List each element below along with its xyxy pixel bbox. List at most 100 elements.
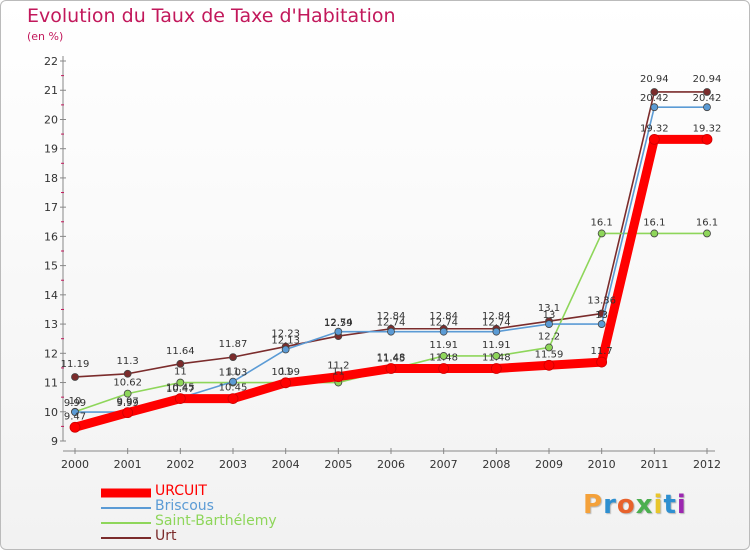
data-label: 12.84: [377, 311, 406, 322]
data-label: 12.13: [271, 336, 300, 347]
data-label: 9.97: [117, 397, 139, 408]
data-label: 10.62: [113, 378, 142, 389]
data-label: 11: [227, 367, 240, 378]
legend-label-saint-barthelemy: Saint-Barthélemy: [155, 513, 277, 529]
data-point: [492, 327, 501, 336]
data-label: 11.87: [219, 339, 248, 350]
x-tick-label: 2004: [272, 458, 300, 471]
logo-letter: i: [653, 490, 664, 520]
data-point: [703, 229, 711, 238]
unit-label: (en %): [27, 30, 64, 43]
data-label: 11.48: [429, 353, 458, 364]
x-tick-label: 2010: [588, 458, 616, 471]
data-label: 12.2: [538, 331, 560, 342]
x-tick-label: 2003: [219, 458, 247, 471]
data-label: 12.74: [377, 318, 406, 329]
data-label: 12.74: [429, 318, 458, 329]
y-tick-label: 17: [44, 201, 58, 214]
data-label: 11.7: [591, 346, 613, 357]
data-point: [545, 320, 553, 328]
data-label: 16.1: [643, 217, 665, 228]
x-tick-label: 2002: [166, 458, 194, 471]
data-label: 11.91: [482, 340, 511, 351]
data-label: 11.59: [535, 349, 564, 360]
data-label: 12.84: [429, 311, 458, 322]
y-tick-label: 11: [44, 377, 58, 390]
data-label: 13: [595, 310, 608, 321]
data-point: [176, 378, 185, 387]
data-label: 9.99: [117, 398, 139, 409]
data-point: [123, 389, 132, 398]
y-tick-label: 9: [51, 435, 58, 448]
y-tick-label: 13: [44, 318, 58, 331]
x-tick-label: 2005: [324, 458, 352, 471]
data-point: [71, 373, 79, 381]
data-point: [122, 407, 134, 419]
data-label: 11.2: [327, 361, 349, 372]
data-point: [385, 363, 397, 374]
data-point: [281, 345, 290, 354]
data-label: 10.99: [271, 367, 300, 378]
data-label: 13.1: [538, 303, 560, 314]
logo-letter: P: [583, 490, 604, 520]
data-label: 12.74: [324, 318, 353, 329]
data-point: [596, 356, 608, 368]
data-point: [227, 393, 239, 405]
data-label: 16.1: [591, 217, 613, 228]
data-point: [543, 359, 555, 371]
legend-swatch-urcuit: [101, 488, 151, 497]
data-point: [545, 343, 553, 352]
data-label: 11: [279, 367, 292, 378]
data-label: 9.99: [64, 398, 86, 409]
chart-title: Evolution du Taux de Taxe d'Habitation: [27, 5, 396, 27]
data-label: 10: [69, 396, 82, 407]
data-point: [650, 229, 659, 238]
data-label: 11.64: [166, 346, 195, 357]
data-point: [174, 393, 186, 405]
data-label: 12.23: [271, 329, 300, 340]
legend-label-urt: Urt: [155, 528, 177, 544]
data-point: [439, 352, 448, 360]
y-tick-label: 18: [44, 172, 58, 185]
data-label: 19.32: [693, 123, 722, 134]
data-label: 20.42: [640, 93, 669, 104]
data-point: [229, 377, 237, 386]
data-label: 12.74: [482, 318, 511, 329]
data-point: [492, 352, 501, 360]
legend-swatch-urt: [101, 536, 151, 539]
data-label: 11: [332, 367, 345, 378]
data-label: 10.47: [166, 384, 195, 395]
y-tick-label: 12: [44, 347, 58, 360]
data-label: 11: [174, 367, 187, 378]
legend-label-urcuit: URCUIT: [155, 483, 207, 499]
data-label: 20.94: [640, 74, 669, 85]
data-point: [648, 133, 660, 145]
data-label: 11.3: [117, 356, 139, 367]
x-tick-label: 2000: [61, 458, 89, 471]
x-tick-label: 2006: [377, 458, 405, 471]
data-point: [439, 327, 448, 336]
data-point: [597, 320, 606, 328]
data-label: 11.45: [377, 353, 406, 364]
x-tick-label: 2012: [693, 458, 721, 471]
data-point: [69, 421, 81, 433]
data-point: [490, 363, 502, 374]
data-label: 11.48: [482, 353, 511, 364]
legend-swatch-briscous: [101, 506, 151, 509]
data-label: 20.94: [693, 74, 722, 85]
data-label: 11.03: [219, 368, 248, 379]
logo-letter: o: [616, 490, 636, 520]
data-label: 19.32: [640, 123, 669, 134]
data-point: [597, 229, 606, 238]
data-point: [176, 359, 185, 368]
y-tick-label: 20: [44, 113, 58, 126]
logo-letter: i: [676, 490, 687, 520]
logo-letter: r: [603, 490, 617, 520]
y-tick-label: 16: [44, 230, 58, 243]
data-point: [229, 353, 237, 362]
data-point: [438, 363, 450, 374]
x-tick-label: 2001: [114, 458, 142, 471]
y-tick-label: 19: [44, 143, 58, 156]
